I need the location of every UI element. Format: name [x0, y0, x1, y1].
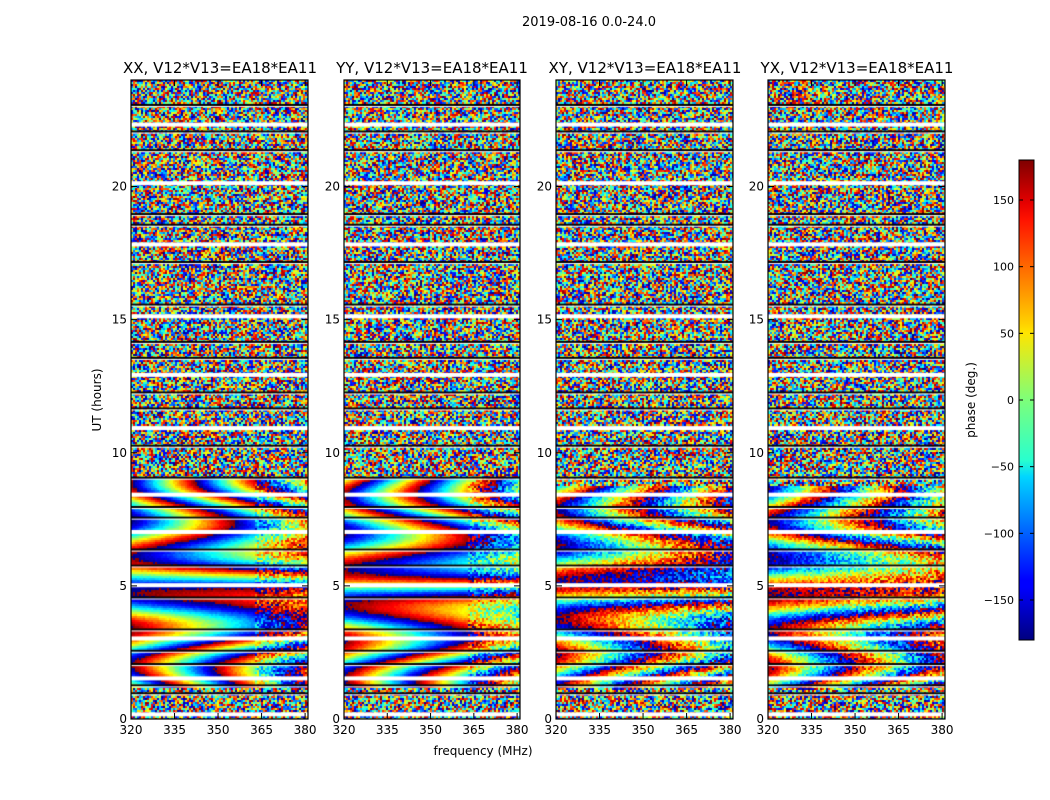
x-tick-label: 335: [800, 723, 823, 737]
heatmap-image: [768, 80, 945, 719]
colorbar-tick-label: −100: [984, 527, 1014, 540]
figure-suptitle: 2019-08-16 0.0-24.0: [522, 15, 656, 30]
x-tick-label: 335: [588, 723, 611, 737]
y-tick-label: 5: [544, 579, 552, 593]
x-tick-label: 380: [294, 723, 317, 737]
y-axis: 0 5 10 15 20: [112, 180, 308, 726]
plot-frame: [767, 79, 946, 720]
colorbar-tick-label: 50: [1000, 327, 1014, 340]
x-axis: 320 335 350 365 380: [120, 80, 317, 737]
x-tick-label: 320: [545, 723, 568, 737]
panel-title: XY, V12*V13=EA18*EA11: [549, 59, 742, 77]
panel-2: YY, V12*V13=EA18*EA11 320 335 350 365 380 0 5…: [325, 59, 529, 737]
colorbar-tick-label: 0: [1007, 394, 1014, 407]
y-tick-label: 5: [119, 579, 127, 593]
panel-title: YX, V12*V13=EA18*EA11: [760, 59, 954, 77]
panel-title: YY, V12*V13=EA18*EA11: [335, 59, 528, 77]
heatmap: [768, 80, 945, 719]
heatmap: [131, 80, 308, 719]
x-tick-label: 350: [844, 723, 867, 737]
colorbar-label: phase (deg.): [964, 362, 978, 438]
panel-1: XX, V12*V13=EA18*EA11 320 335 350 365 380 0 5…: [112, 59, 317, 737]
x-tick-label: 320: [120, 723, 143, 737]
panel-4: YX, V12*V13=EA18*EA11 320 335 350 365 380 0 5…: [749, 59, 954, 737]
y-tick-label: 0: [544, 712, 552, 726]
y-tick-label: 0: [119, 712, 127, 726]
x-tick-label: 350: [632, 723, 655, 737]
heatmap-image: [131, 80, 308, 719]
colorbar-tick-label: 150: [993, 194, 1014, 207]
y-tick-label: 5: [332, 579, 340, 593]
colorbar-ticks: 150 100 50 0 −50 −100 −150: [984, 194, 1034, 607]
panel-title: XX, V12*V13=EA18*EA11: [123, 59, 317, 77]
x-tick-label: 335: [376, 723, 399, 737]
y-tick-label: 20: [325, 180, 340, 194]
x-tick-label: 335: [163, 723, 186, 737]
y-tick-label: 15: [325, 313, 340, 327]
y-axis: 0 5 10 15 20: [749, 180, 945, 726]
y-tick-label: 5: [756, 579, 764, 593]
y-axis: 0 5 10 15 20: [537, 180, 733, 726]
x-axis: 320 335 350 365 380: [545, 80, 742, 737]
plot-frame: [130, 79, 309, 720]
colorbar-tick-label: −50: [991, 461, 1014, 474]
x-tick-label: 380: [931, 723, 954, 737]
colorbar-tick-label: 100: [993, 261, 1014, 274]
x-tick-label: 380: [719, 723, 742, 737]
heatmap: [556, 80, 733, 719]
y-tick-label: 15: [112, 313, 127, 327]
y-tick-label: 15: [749, 313, 764, 327]
y-tick-label: 20: [749, 180, 764, 194]
x-tick-label: 365: [887, 723, 910, 737]
y-tick-label: 10: [749, 446, 764, 460]
y-tick-label: 20: [112, 180, 127, 194]
y-tick-label: 20: [537, 180, 552, 194]
y-tick-label: 10: [537, 446, 552, 460]
x-tick-label: 350: [419, 723, 442, 737]
heatmap: [344, 80, 520, 719]
heatmap-image: [344, 80, 520, 719]
x-axis: 320 335 350 365 380: [757, 80, 954, 737]
x-tick-label: 365: [250, 723, 273, 737]
x-tick-label: 365: [462, 723, 485, 737]
colorbar-tick-label: −150: [984, 594, 1014, 607]
y-tick-label: 10: [112, 446, 127, 460]
panel-3: XY, V12*V13=EA18*EA11 320 335 350 365 380 0 5…: [537, 59, 742, 737]
x-tick-label: 320: [757, 723, 780, 737]
y-tick-label: 10: [325, 446, 340, 460]
heatmap-image: [556, 80, 733, 719]
x-axis-label: frequency (MHz): [433, 744, 532, 758]
x-tick-label: 380: [506, 723, 529, 737]
y-axis: 0 5 10 15 20: [325, 180, 520, 726]
x-tick-label: 350: [207, 723, 230, 737]
colorbar: 150 100 50 0 −50 −100 −150 phase (deg.): [964, 159, 1035, 641]
x-axis: 320 335 350 365 380: [333, 80, 529, 737]
plot-frame: [555, 79, 734, 720]
y-tick-label: 0: [756, 712, 764, 726]
y-tick-label: 15: [537, 313, 552, 327]
y-tick-label: 0: [332, 712, 340, 726]
x-tick-label: 365: [675, 723, 698, 737]
x-tick-label: 320: [333, 723, 356, 737]
plot-frame: [343, 79, 521, 720]
y-axis-label: UT (hours): [90, 368, 104, 431]
